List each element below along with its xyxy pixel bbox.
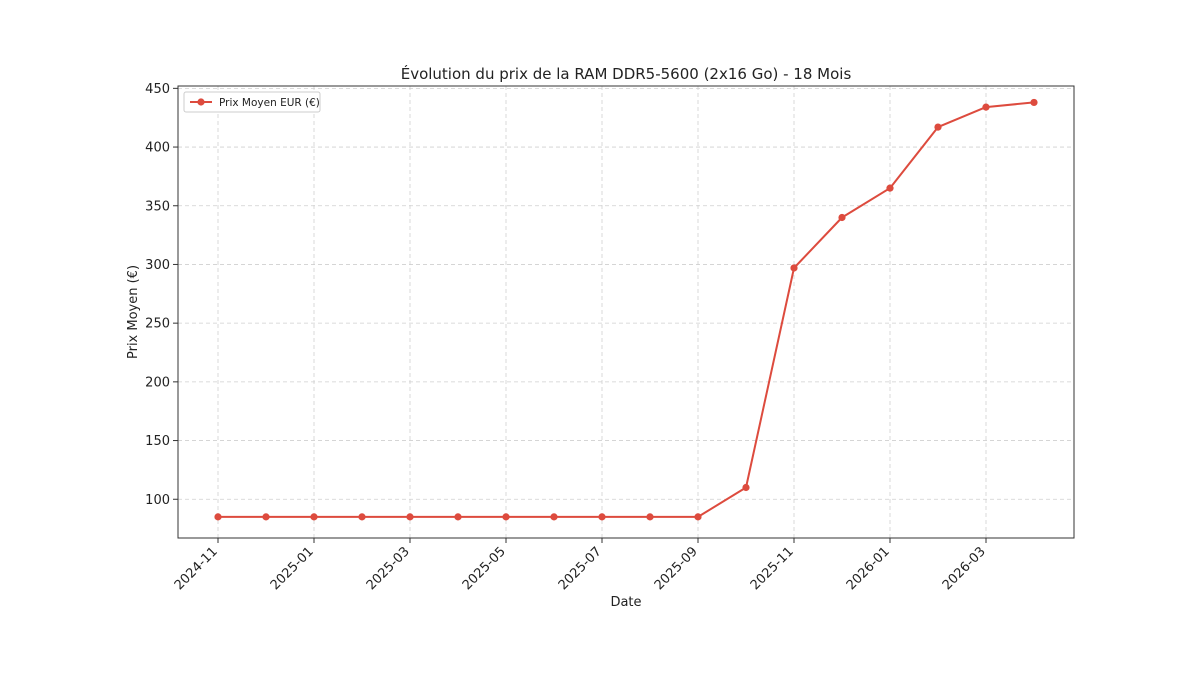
data-point [646,513,654,521]
data-point [262,513,270,521]
data-point [358,513,366,521]
y-tick-label: 350 [145,199,170,214]
data-point [1030,98,1038,107]
y-axis: 100 150 200 250 300 350 400 450 [145,82,178,508]
legend-marker [197,98,205,106]
legend-entry-label: Prix Moyen EUR (€) [219,97,320,109]
data-point [934,123,942,131]
grid-lines [178,86,1074,538]
data-point [406,513,414,521]
y-tick-label: 200 [145,375,170,390]
chart-title: Évolution du prix de la RAM DDR5-5600 (2… [401,64,852,83]
y-tick-label: 100 [145,493,170,508]
y-axis-label: Prix Moyen (€) [126,265,141,359]
data-point [790,264,798,272]
y-tick-label: 300 [145,258,170,273]
legend: Prix Moyen EUR (€) [183,91,321,113]
y-tick-label: 150 [145,434,170,449]
data-point [550,513,558,521]
data-point [214,513,222,521]
series-layer [214,98,1038,521]
data-point [694,513,702,521]
legend-box [183,91,321,113]
data-point [886,184,894,192]
data-point [838,213,846,222]
data-point [598,513,606,521]
data-point [982,103,990,111]
data-point [454,513,462,521]
plot-frame [177,85,1075,539]
y-tick-label: 250 [145,317,170,332]
y-tick-label: 400 [145,141,170,156]
series-line [218,101,1035,518]
y-tick-label: 450 [145,82,170,97]
x-axis-label: Date [610,595,641,610]
data-point [742,483,750,492]
data-point [502,513,510,521]
data-point [310,513,318,521]
